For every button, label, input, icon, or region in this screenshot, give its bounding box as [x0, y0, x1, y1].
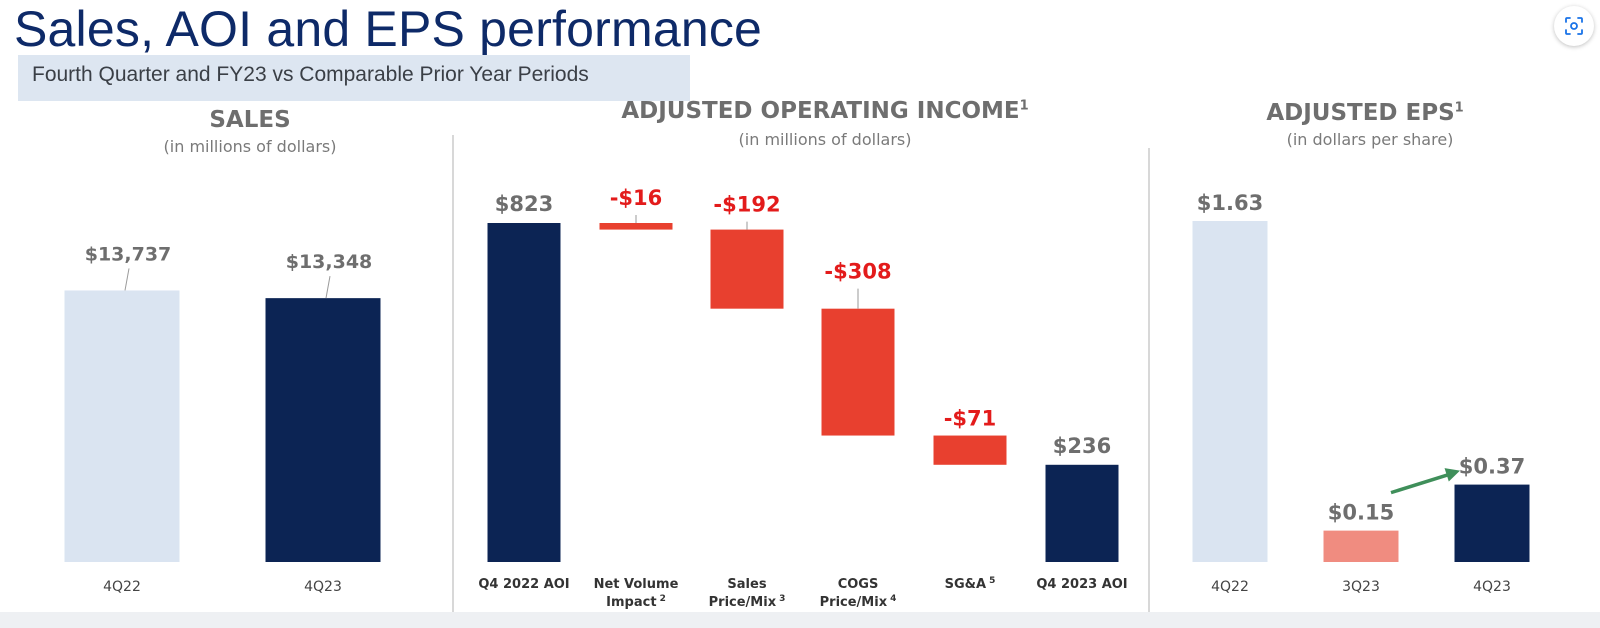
aoi-category-footnote: 5 — [989, 576, 995, 586]
aoi-bar-2 — [710, 229, 784, 309]
eps-panel-subtitle: (in dollars per share) — [1286, 130, 1454, 149]
sales-leader-line — [124, 268, 130, 291]
eps-bar-4q23 — [1454, 484, 1530, 562]
aoi-category-footnote: 2 — [660, 594, 666, 604]
aoi-category-label: Net Volume — [594, 577, 679, 592]
aoi-category-label: Q4 2022 AOI — [478, 577, 569, 592]
panel-divider-left — [452, 135, 454, 613]
sales-panel-title: SALES — [209, 107, 291, 133]
aoi-category-label: COGS — [838, 577, 879, 592]
aoi-bar-1 — [599, 223, 673, 230]
subtitle-band — [18, 55, 690, 101]
aoi-category-label: SG&A 5 — [945, 576, 996, 592]
sales-value-label: $13,737 — [85, 243, 172, 265]
sales-category-label: 4Q23 — [304, 579, 342, 595]
aoi-value-label: -$308 — [824, 260, 891, 284]
visual-search-icon — [1565, 17, 1583, 35]
aoi-category-label-line2: Price/Mix 4 — [820, 594, 897, 610]
eps-panel-title: ADJUSTED EPS1 — [1240, 100, 1490, 126]
sales-bar-4q23 — [265, 298, 381, 562]
aoi-category-label-line2: Price/Mix 3 — [709, 594, 786, 610]
aoi-value-label: $823 — [495, 192, 553, 216]
eps-value-label: $0.15 — [1328, 501, 1394, 525]
eps-value-label: $0.37 — [1459, 455, 1525, 479]
eps-growth-arrow-head — [1444, 468, 1460, 482]
aoi-category-footnote: 4 — [890, 594, 896, 604]
sales-value-label: $13,348 — [286, 251, 373, 273]
aoi-category-label: Q4 2023 AOI — [1036, 577, 1127, 592]
visual-search-button[interactable] — [1554, 6, 1594, 46]
aoi-value-label: -$71 — [944, 407, 997, 431]
page-title: Sales, AOI and EPS performance — [14, 1, 763, 57]
page-subtitle: Fourth Quarter and FY23 vs Comparable Pr… — [32, 63, 589, 86]
bottom-band — [0, 612, 1600, 628]
sales-bar-4q22 — [64, 290, 180, 562]
sales-leader-line — [325, 276, 331, 299]
sales-category-label: 4Q22 — [103, 579, 141, 595]
aoi-title-text: ADJUSTED OPERATING INCOME — [621, 98, 1020, 124]
aoi-value-label: -$192 — [713, 193, 780, 217]
aoi-category-label-line2: Impact 2 — [606, 594, 666, 610]
aoi-panel-subtitle: (in millions of dollars) — [738, 130, 912, 149]
aoi-bar-0 — [487, 223, 561, 562]
aoi-value-label: -$16 — [610, 186, 663, 210]
panel-divider-right — [1148, 148, 1150, 613]
aoi-title-footnote: 1 — [1019, 98, 1029, 114]
eps-growth-arrow-shaft — [1390, 471, 1453, 495]
eps-category-label: 3Q23 — [1342, 579, 1380, 595]
eps-value-label: $1.63 — [1197, 191, 1263, 215]
aoi-bar-3 — [821, 308, 895, 436]
aoi-panel-title: ADJUSTED OPERATING INCOME1 — [560, 98, 1090, 124]
aoi-bar-4 — [933, 435, 1007, 465]
aoi-category-footnote: 3 — [779, 594, 785, 604]
aoi-value-label: $236 — [1053, 434, 1111, 458]
sales-panel-subtitle: (in millions of dollars) — [163, 137, 337, 156]
eps-bar-4q22 — [1192, 221, 1268, 562]
eps-category-label: 4Q23 — [1473, 579, 1511, 595]
eps-category-label: 4Q22 — [1211, 579, 1249, 595]
aoi-category-label: Sales — [727, 577, 766, 592]
eps-title-footnote: 1 — [1454, 100, 1464, 116]
eps-title-text: ADJUSTED EPS — [1266, 100, 1455, 126]
aoi-bar-5 — [1045, 464, 1119, 562]
eps-bar-3q23 — [1323, 530, 1399, 562]
